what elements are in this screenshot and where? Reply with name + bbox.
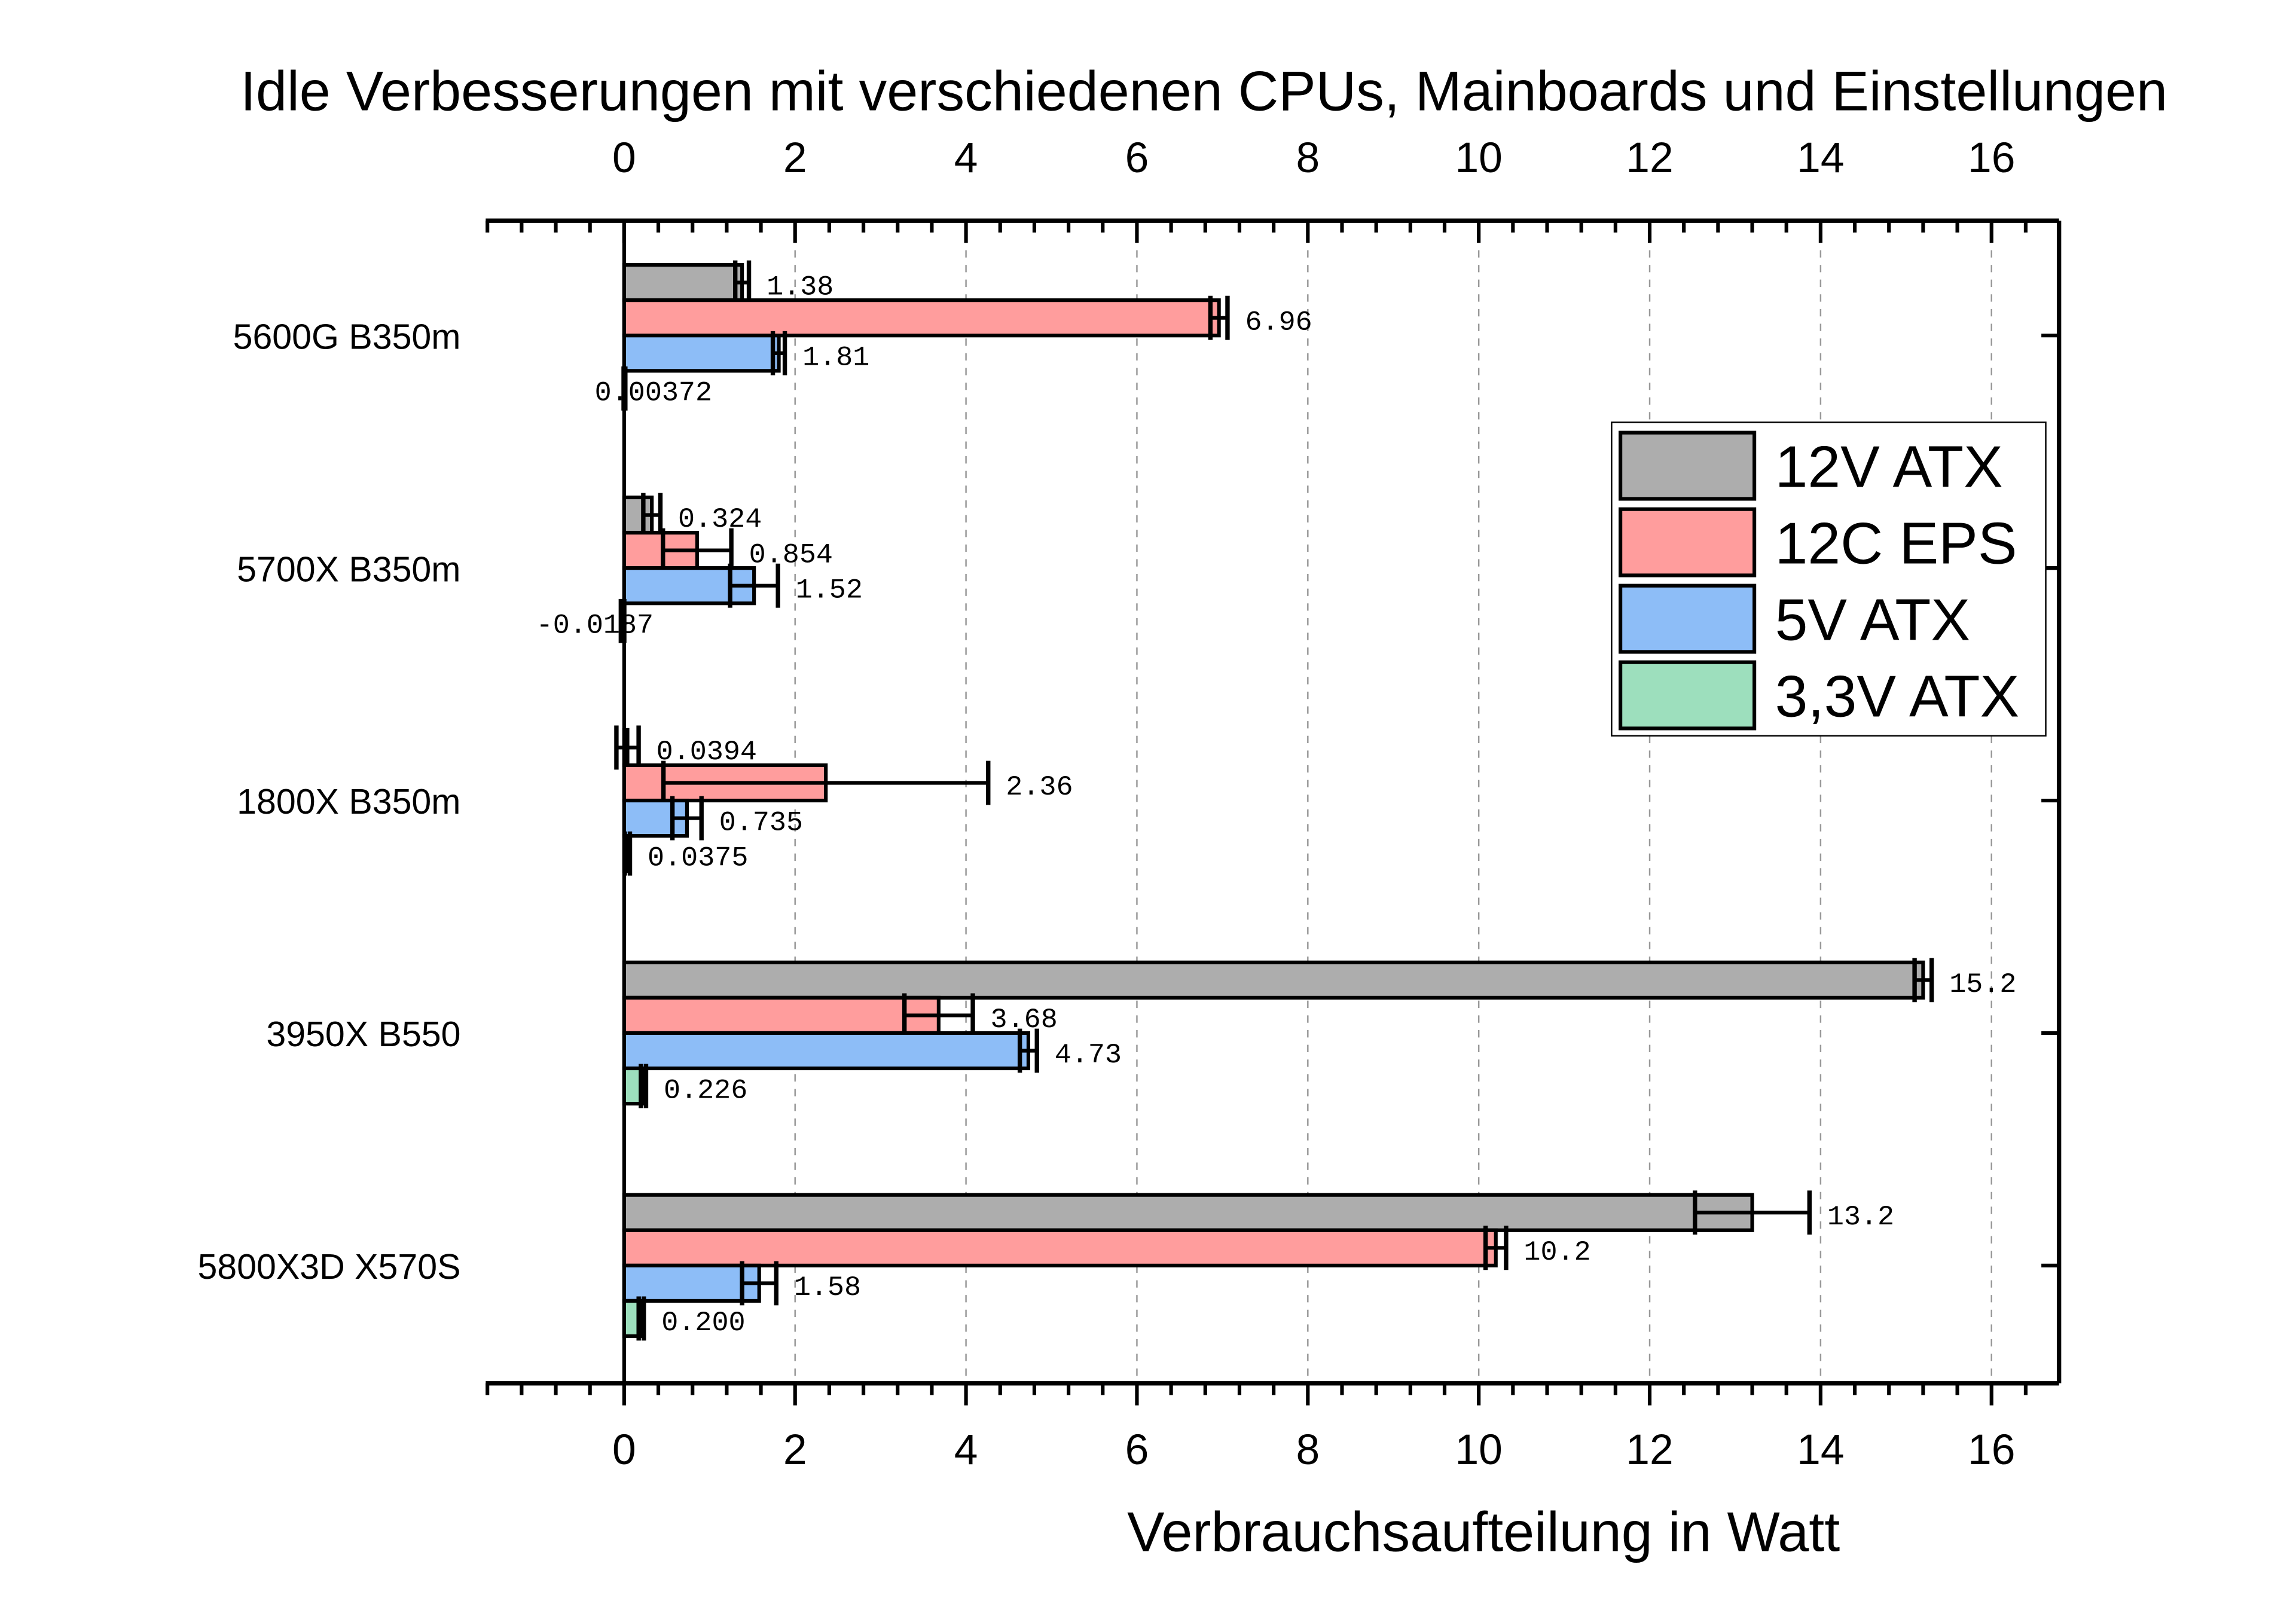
bar [622, 1193, 1754, 1232]
top-tick-label: 0 [612, 134, 636, 182]
x-axis-label: Verbrauchsaufteilung in Watt [1127, 1500, 1840, 1563]
bottom-tick-label: 2 [783, 1426, 807, 1474]
data-label: 3.68 [991, 1004, 1058, 1036]
data-label: 0.0375 [648, 842, 748, 874]
legend-label: 12V ATX [1775, 434, 2003, 500]
top-tick-label: 6 [1125, 134, 1149, 182]
data-label: 0.00372 [595, 378, 712, 410]
data-label: 0.226 [664, 1075, 747, 1107]
legend-label: 3,3V ATX [1775, 664, 2020, 729]
legend-label: 12C EPS [1775, 511, 2017, 576]
data-label: 0.200 [661, 1307, 745, 1339]
category-label: 3950X B550 [266, 1015, 460, 1054]
bottom-tick-label: 16 [1968, 1426, 2015, 1474]
data-label: 1.52 [796, 575, 863, 606]
grid [794, 221, 1992, 1383]
bottom-tick-label: 4 [954, 1426, 978, 1474]
bottom-tick-label: 0 [612, 1426, 636, 1474]
data-label: 1.58 [794, 1272, 861, 1304]
top-tick-label: 2 [783, 134, 807, 182]
category-label: 5600G B350m [233, 317, 461, 356]
data-label: 10.2 [1523, 1237, 1590, 1269]
legend-label: 5V ATX [1775, 587, 1970, 653]
bottom-tick-label: 12 [1626, 1426, 1673, 1474]
category-label: 5800X3D X570S [197, 1247, 460, 1287]
bar [622, 262, 744, 303]
chart-title: Idle Verbesserungen mit verschiedenen CP… [240, 60, 2167, 123]
data-label: 13.2 [1827, 1202, 1894, 1233]
data-label: 4.73 [1055, 1040, 1122, 1071]
bottom-tick-label: 8 [1296, 1426, 1320, 1474]
category-labels: 5600G B350m 5700X B350m 1800X B350m 3950X B… [197, 317, 460, 1287]
bar [622, 1228, 1498, 1267]
data-label: 6.96 [1245, 307, 1312, 338]
bar [622, 1031, 1031, 1071]
legend-swatch [1619, 583, 1757, 654]
bar [622, 995, 941, 1035]
bottom-tick-label: 10 [1455, 1426, 1502, 1474]
data-label: 2.36 [1006, 772, 1073, 803]
data-label: 1.38 [767, 271, 833, 303]
legend-swatch [1619, 660, 1757, 731]
data-label: 0.0394 [657, 737, 757, 768]
bar [622, 298, 1221, 338]
data-label: 15.2 [1949, 969, 2016, 1001]
legend-swatch [1619, 507, 1757, 578]
data-label: 1.81 [802, 342, 869, 374]
bottom-tick-label: 14 [1797, 1426, 1844, 1474]
bar [622, 1263, 761, 1303]
category-label: 1800X B350m [237, 782, 460, 821]
top-tick-label: 12 [1626, 134, 1673, 182]
data-label: 0.735 [719, 807, 803, 839]
axes: 0 0 2 2 4 4 6 6 8 8 10 10 12 12 14 14 16 16 [486, 134, 2062, 1474]
data-label: 0.854 [749, 539, 833, 571]
bar [622, 960, 1925, 1000]
top-tick-label: 4 [954, 134, 978, 182]
data-label: -0.0187 [536, 610, 654, 641]
legend-swatch [1619, 430, 1757, 501]
legend: 12V ATX 12C EPS 5V ATX 3,3V ATX [1611, 421, 2047, 737]
top-tick-label: 8 [1296, 134, 1320, 182]
category-label: 5700X B350m [237, 549, 460, 589]
top-tick-label: 10 [1455, 134, 1502, 182]
data-label: 0.324 [678, 504, 762, 536]
bar [622, 334, 781, 373]
bottom-tick-label: 6 [1125, 1426, 1149, 1474]
top-tick-label: 16 [1968, 134, 2015, 182]
top-tick-label: 14 [1797, 134, 1844, 182]
